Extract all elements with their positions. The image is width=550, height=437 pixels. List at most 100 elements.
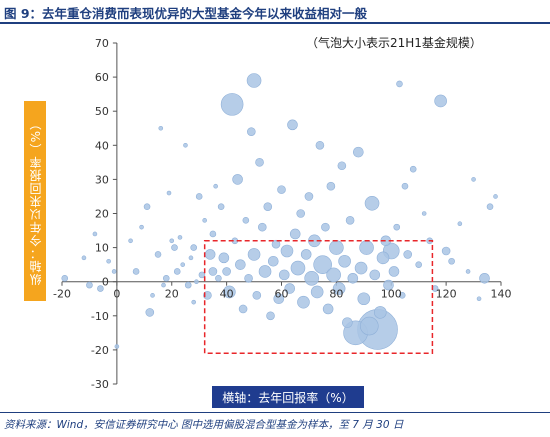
bubble-point	[287, 119, 298, 131]
bubble-point	[271, 239, 281, 249]
bubble-point	[61, 274, 69, 282]
x-tick-label: 140	[491, 288, 512, 301]
bubble-point	[188, 255, 194, 261]
y-axis-label: 纵轴：今年以来回报率（%）	[28, 116, 43, 286]
bubble-point	[347, 272, 359, 284]
bubble-point	[232, 174, 243, 185]
bubble-point	[242, 217, 250, 224]
bubble-point	[92, 231, 98, 237]
bubble-point	[476, 296, 482, 302]
bubble-point	[198, 271, 206, 279]
bubble-point	[398, 292, 406, 299]
bubble-point	[139, 224, 144, 230]
bubble-point	[171, 244, 178, 251]
bubble-point	[357, 292, 371, 306]
bubble-point	[132, 268, 140, 275]
bubble-point	[202, 218, 207, 223]
bubble-point	[111, 269, 117, 274]
bubble-point	[244, 273, 253, 283]
bubble-point	[267, 255, 279, 267]
bubble-point	[322, 303, 334, 315]
bubble-point	[434, 94, 447, 108]
bubble-point	[479, 272, 490, 284]
bubble-point	[338, 254, 351, 268]
bubble-point	[345, 216, 355, 225]
bubble-size-note: （气泡大小表示21H1基金规模）	[306, 36, 482, 50]
bubble-point	[161, 282, 166, 288]
bubble-point	[252, 291, 262, 300]
bubble-point	[369, 269, 381, 281]
bubble-point	[114, 344, 120, 349]
bubble-point	[128, 238, 133, 244]
bubble-point	[332, 282, 346, 295]
x-tick-label: 40	[220, 288, 234, 301]
bubble-point	[337, 161, 347, 171]
bubble-point	[393, 223, 401, 231]
bubble-point	[353, 146, 364, 158]
bubble-point	[158, 125, 164, 131]
bubble-point	[173, 268, 181, 275]
bubble-point	[409, 165, 417, 173]
x-tick-label: 100	[381, 288, 402, 301]
bubble-point	[106, 258, 111, 264]
highlight-layer	[203, 240, 434, 355]
bubble-point	[247, 127, 256, 136]
bubble-point	[218, 252, 230, 264]
bubble-point	[150, 293, 155, 298]
bottom-rule	[0, 412, 550, 413]
bubble-point	[247, 248, 261, 261]
bubble-point	[177, 235, 183, 240]
bubble-point	[208, 267, 218, 276]
bubble-point	[166, 190, 172, 196]
title-rule	[0, 22, 550, 24]
bubble-point	[403, 250, 413, 259]
bubble-point	[376, 251, 390, 265]
bubble-point	[321, 222, 330, 232]
bubble-point	[415, 261, 422, 268]
bubble-point	[184, 281, 192, 289]
bubble-point	[81, 255, 87, 261]
bubble-point	[284, 283, 296, 294]
bubble-point	[280, 244, 294, 258]
bubble-point	[180, 262, 186, 267]
bubble-point	[183, 143, 188, 148]
x-tick-label: -20	[53, 288, 71, 301]
bubble-point	[296, 209, 306, 218]
axes	[61, 42, 502, 385]
bubble-point	[304, 192, 314, 201]
bubble-point	[213, 183, 218, 189]
bubble-point	[359, 316, 379, 336]
y-tick-label: 70	[95, 37, 109, 50]
bubble-point	[354, 261, 368, 275]
bubble-point	[209, 230, 217, 238]
bubble-point	[220, 93, 244, 116]
x-tick-label: 0	[113, 288, 120, 301]
y-tick-label: 0	[102, 276, 109, 289]
bubble-point	[289, 228, 301, 240]
x-tick-label: 80	[329, 288, 343, 301]
bubble-point	[257, 222, 267, 232]
bubble-point	[266, 311, 275, 321]
bubble-point	[273, 293, 285, 305]
bubble-point	[315, 141, 325, 150]
x-axis-label: 横轴：去年回报率（%）	[222, 390, 354, 405]
bubble-point	[235, 259, 246, 270]
bubble-point	[326, 267, 341, 283]
highlight-box	[203, 240, 434, 355]
bubble-point	[169, 238, 175, 244]
bubble-point	[97, 285, 104, 292]
bubble-point	[304, 270, 319, 286]
bubble-point	[246, 73, 262, 88]
bubble-point	[401, 182, 409, 190]
bubble-point	[143, 203, 151, 210]
bubble-point	[329, 240, 344, 255]
bubble-series	[61, 73, 498, 350]
bubble-point	[465, 269, 471, 274]
x-axis-label-box: 横轴：去年回报率（%）	[212, 386, 364, 408]
y-tick-label: 50	[95, 105, 109, 118]
bubble-point	[194, 279, 199, 285]
bubble-point	[383, 279, 394, 291]
y-tick-label: 60	[95, 71, 109, 84]
bubble-point	[154, 251, 162, 258]
bubble-point	[471, 177, 476, 182]
